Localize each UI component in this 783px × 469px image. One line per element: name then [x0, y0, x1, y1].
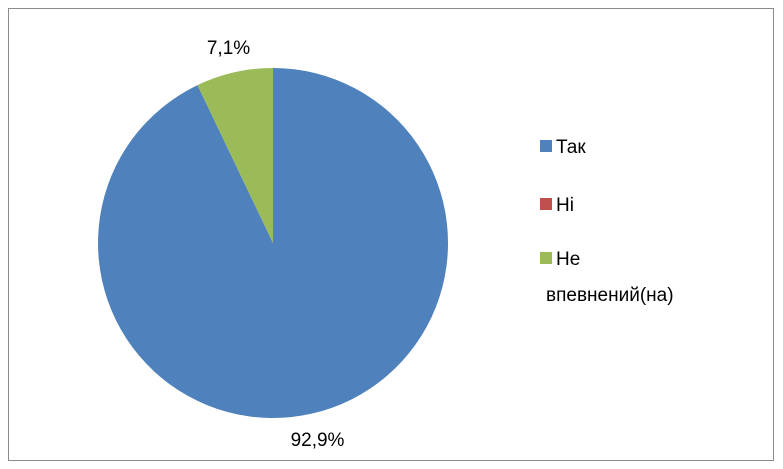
data-label-3: 7,1% [207, 38, 250, 59]
pie-slice-3 [197, 68, 273, 243]
legend-label-1: Так [556, 137, 586, 158]
pie-slice-1 [98, 68, 449, 418]
legend-swatch-2 [540, 198, 552, 210]
legend-label-3: Не впевнений(на) [546, 249, 674, 306]
data-label-1: 92,9% [291, 430, 345, 451]
legend-label-2: Ні [556, 195, 574, 216]
legend-swatch-3 [540, 252, 552, 264]
legend-swatch-1 [540, 140, 552, 152]
